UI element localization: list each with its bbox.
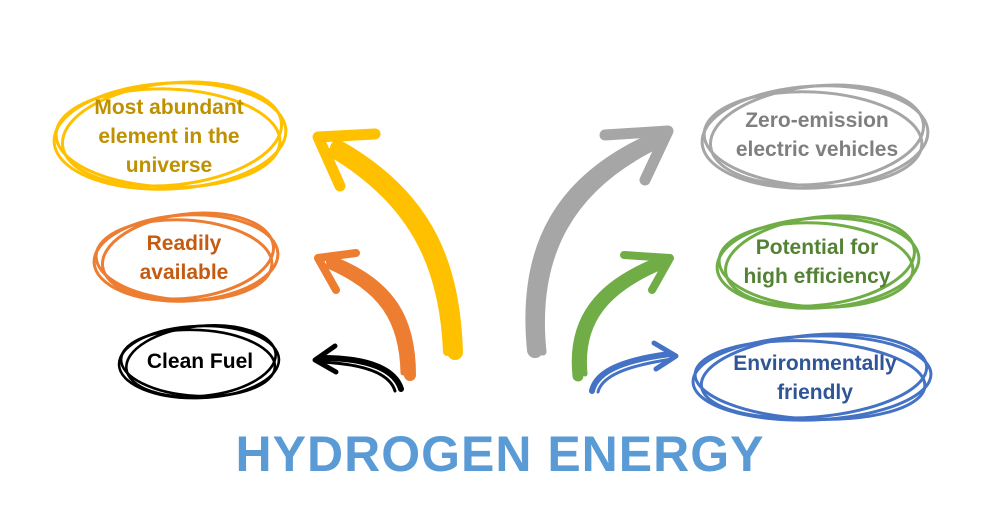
node-zero-emission-label: Zero-emission electric vehicles [735,109,899,161]
diagram-title: HYDROGEN ENERGY [235,426,765,482]
node-readily-available-label: Readily available [139,232,229,284]
ellipse-env-friendly [691,332,933,422]
ellipse-clean-fuel [117,324,281,400]
node-clean-fuel-label: Clean Fuel [146,349,254,373]
node-high-efficiency-label: Potential for high efficiency [743,236,891,288]
arrow-env-friendly [589,340,679,394]
arrow-readily-available [314,249,416,381]
arrow-most-abundant [312,128,463,360]
arrow-zero-emission [525,125,674,358]
ellipse-most-abundant [52,80,288,191]
ellipse-high-efficiency [715,214,921,310]
node-most-abundant-label: Most abundant element in the universe [94,95,244,177]
node-env-friendly-label: Environmentally friendly [733,352,897,404]
arrow-clean-fuel [312,343,404,393]
ellipse-zero-emission [700,83,930,190]
arrow-high-efficiency [571,251,674,382]
ellipse-readily-available [92,211,280,303]
